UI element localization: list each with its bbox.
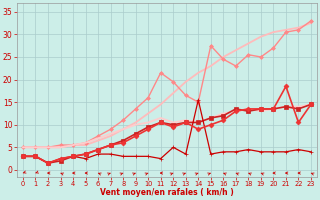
X-axis label: Vent moyen/en rafales ( km/h ): Vent moyen/en rafales ( km/h ) (100, 188, 234, 197)
